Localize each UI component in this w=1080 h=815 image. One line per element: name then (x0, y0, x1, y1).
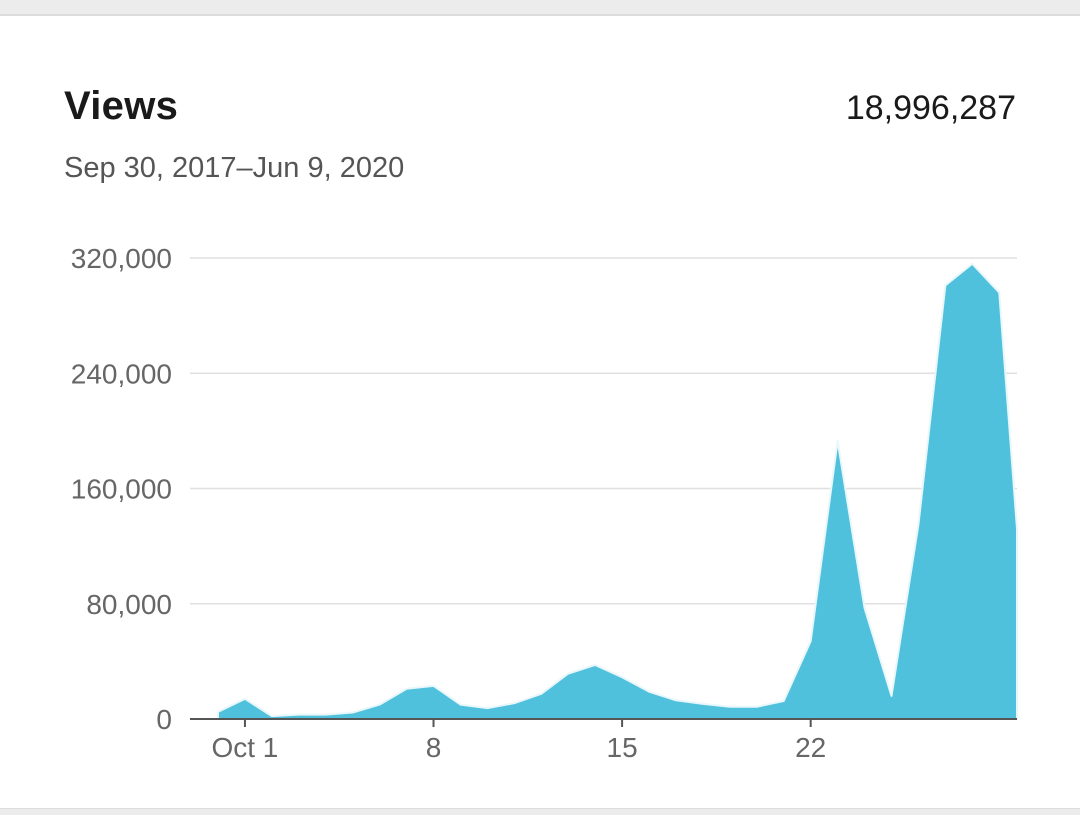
y-tick-label: 0 (156, 704, 172, 735)
data-point (701, 702, 704, 705)
data-point (674, 699, 677, 702)
data-point (863, 607, 866, 610)
x-tick-label: 8 (426, 732, 442, 763)
data-point (405, 687, 408, 690)
data-point (378, 703, 381, 706)
y-tick-label: 320,000 (71, 243, 172, 274)
bottom-divider-band (0, 808, 1080, 815)
data-point (540, 692, 543, 695)
data-point (432, 684, 435, 687)
total-views-value: 18,996,287 (845, 89, 1016, 127)
top-divider-band (0, 0, 1080, 16)
data-point (648, 690, 651, 693)
y-tick-label: 80,000 (86, 589, 172, 620)
data-point (1016, 527, 1019, 530)
data-point (270, 715, 273, 718)
data-point (890, 694, 893, 697)
x-tick-label: 22 (795, 732, 826, 763)
data-point (297, 713, 300, 716)
data-point (594, 663, 597, 666)
data-point (782, 699, 785, 702)
chart-title: Views (64, 84, 179, 128)
data-point (971, 262, 974, 265)
data-point (809, 640, 812, 643)
data-point (351, 711, 354, 714)
data-point (513, 702, 516, 705)
data-point (243, 697, 246, 700)
data-point (728, 705, 731, 708)
data-point (836, 439, 839, 442)
data-point (486, 707, 489, 710)
x-tick-label: Oct 1 (211, 732, 278, 763)
data-point (917, 523, 920, 526)
date-range: Sep 30, 2017–Jun 9, 2020 (64, 152, 405, 184)
data-point (944, 284, 947, 287)
data-point (217, 710, 220, 713)
views-area-series (217, 262, 1018, 720)
data-point (459, 703, 462, 706)
data-point (755, 705, 758, 708)
data-point (998, 291, 1001, 294)
data-point (621, 676, 624, 679)
data-point (324, 713, 327, 716)
data-point (567, 672, 570, 675)
y-tick-label: 240,000 (71, 358, 172, 389)
x-tick-label: 15 (607, 732, 638, 763)
y-tick-label: 160,000 (71, 474, 172, 505)
